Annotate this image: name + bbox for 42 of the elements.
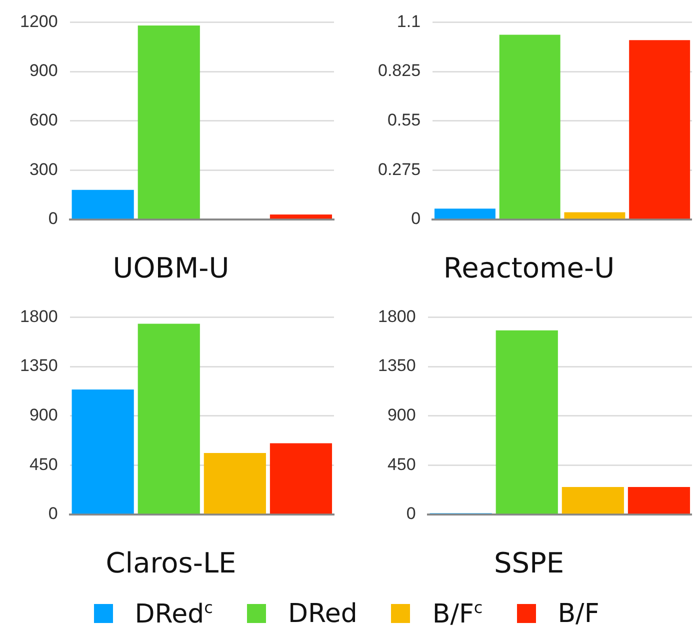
x-axis-title: Claros-LE [106,546,236,580]
y-tick-label: 0 [411,209,421,228]
legend-label: DRed$^{c}$ [134,598,213,630]
bar [628,487,690,514]
legend-label: DRed [288,598,358,629]
bar [138,25,200,219]
x-axis-title: UOBM-U [112,251,230,284]
y-tick-label: 900 [387,405,416,424]
y-tick-label: 450 [29,454,58,474]
y-tick-label: 1350 [20,356,58,376]
bar [72,390,134,514]
y-tick-label: 1350 [378,356,416,376]
y-tick-label: 0.275 [378,160,421,179]
bar [496,330,558,514]
y-tick-label: 0 [48,209,58,228]
bar [562,487,624,514]
bar [434,208,496,219]
x-axis-title: SSPE [494,546,564,580]
bar [270,214,332,219]
legend-label: B/F$^{c}$ [432,598,483,630]
x-axis-title: Reactome-U [443,251,615,284]
bar [629,40,690,219]
y-tick-label: 1800 [378,306,416,326]
bar [564,212,626,219]
y-tick-label: 900 [29,61,58,80]
y-tick-label: 1800 [20,306,58,326]
bar [270,443,332,514]
bar [499,34,560,219]
y-tick-label: 300 [29,160,58,179]
y-tick-label: 0 [406,504,416,524]
y-tick-label: 0 [48,504,58,524]
legend-label: B/F [558,598,600,629]
bar [204,453,266,514]
bar [72,190,134,219]
y-tick-label: 900 [29,405,58,424]
bar [138,324,200,514]
y-tick-label: 600 [29,110,58,130]
y-tick-label: 450 [387,454,416,474]
y-tick-label: 0.55 [387,110,421,130]
y-tick-label: 0.825 [378,61,421,80]
y-tick-label: 1.1 [396,12,421,31]
y-tick-label: 1200 [20,12,58,31]
